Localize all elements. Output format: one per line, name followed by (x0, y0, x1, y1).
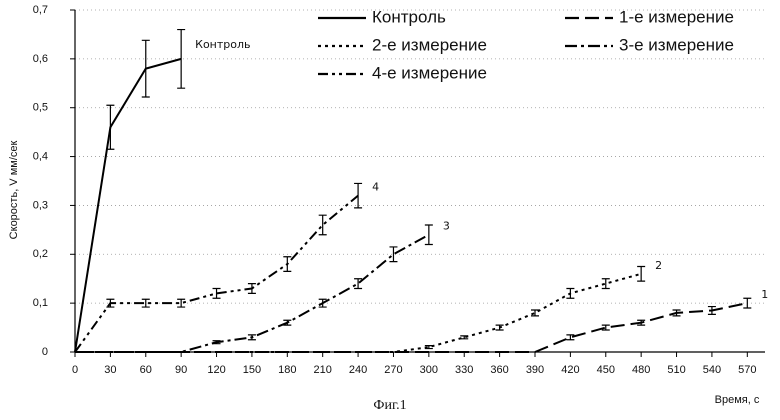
x-tick-label: 180 (278, 364, 296, 376)
error-bar (177, 298, 186, 308)
y-tick-label: 0,6 (33, 53, 48, 65)
x-tick-label: 30 (104, 364, 116, 376)
series-line (74, 57, 182, 353)
error-bar (212, 287, 221, 299)
x-tick-label: 450 (597, 364, 615, 376)
x-tick-label: 510 (667, 364, 685, 376)
legend-label: 2-е измерение (372, 35, 487, 54)
error-bar (141, 39, 150, 98)
error-bar (424, 224, 433, 246)
x-tick-label: 570 (738, 364, 756, 376)
end-label: 4 (372, 181, 379, 194)
x-axis-title: Время, с (715, 394, 760, 406)
series-line (74, 194, 359, 353)
error-bar (354, 182, 363, 209)
x-tick-label: 90 (175, 364, 187, 376)
error-bar (212, 340, 221, 345)
error-bar (531, 309, 539, 317)
error-bar (177, 28, 186, 89)
y-tick-label: 0,3 (33, 199, 48, 211)
x-tick-label: 210 (314, 364, 332, 376)
error-bar (672, 309, 681, 317)
error-bar (354, 278, 363, 290)
error-bar (141, 298, 150, 308)
x-tick-label: 60 (140, 364, 152, 376)
error-bar (637, 319, 646, 326)
error-bar (637, 265, 646, 282)
x-tick-label: 480 (632, 364, 650, 376)
error-bar (460, 335, 469, 340)
x-tick-label: 420 (561, 364, 579, 376)
y-tick-label: 0 (42, 346, 48, 358)
legend-label: Контроль (372, 7, 446, 26)
error-bar (389, 246, 398, 263)
error-bar (318, 214, 327, 236)
error-bar (247, 283, 256, 294)
error-bar (247, 334, 256, 341)
error-bar (601, 324, 610, 331)
error-bar (707, 305, 716, 315)
error-bar (106, 298, 115, 308)
x-tick-label: 120 (207, 364, 225, 376)
caption: Фиг.1 (373, 398, 406, 413)
x-tick-label: 270 (384, 364, 402, 376)
x-tick-label: 240 (349, 364, 367, 376)
y-tick-label: 0,2 (33, 248, 48, 260)
end-label: 3 (443, 220, 450, 233)
error-bar (566, 334, 575, 341)
x-tick-label: 540 (703, 364, 721, 376)
x-tick-label: 150 (243, 364, 261, 376)
error-bar (283, 256, 292, 272)
x-tick-label: 390 (526, 364, 544, 376)
error-bar (566, 287, 575, 299)
error-bar (495, 324, 504, 331)
error-bar (424, 345, 433, 350)
x-tick-label: 330 (455, 364, 473, 376)
x-tick-label: 0 (72, 364, 78, 376)
end-label: 1 (761, 288, 768, 301)
error-bar (743, 297, 752, 309)
y-tick-label: 0,7 (33, 4, 48, 16)
y-tick-label: 0,1 (33, 297, 48, 309)
error-bar (283, 319, 292, 326)
y-axis-title: Скорость, V мм/сек (8, 141, 20, 240)
x-tick-label: 300 (420, 364, 438, 376)
y-tick-label: 0,4 (33, 150, 48, 162)
x-tick-label: 360 (490, 364, 508, 376)
legend-label: 4-е измерение (372, 63, 487, 82)
end-label: 2 (655, 259, 662, 272)
legend-label: 1-е измерение (619, 7, 734, 26)
end-label: Контроль (195, 38, 250, 51)
series-line (75, 302, 748, 353)
legend-label: 3-е измерение (619, 35, 734, 54)
error-bar (106, 104, 115, 150)
error-bar (318, 298, 327, 308)
y-tick-label: 0,5 (33, 102, 48, 114)
error-bar (601, 278, 610, 290)
